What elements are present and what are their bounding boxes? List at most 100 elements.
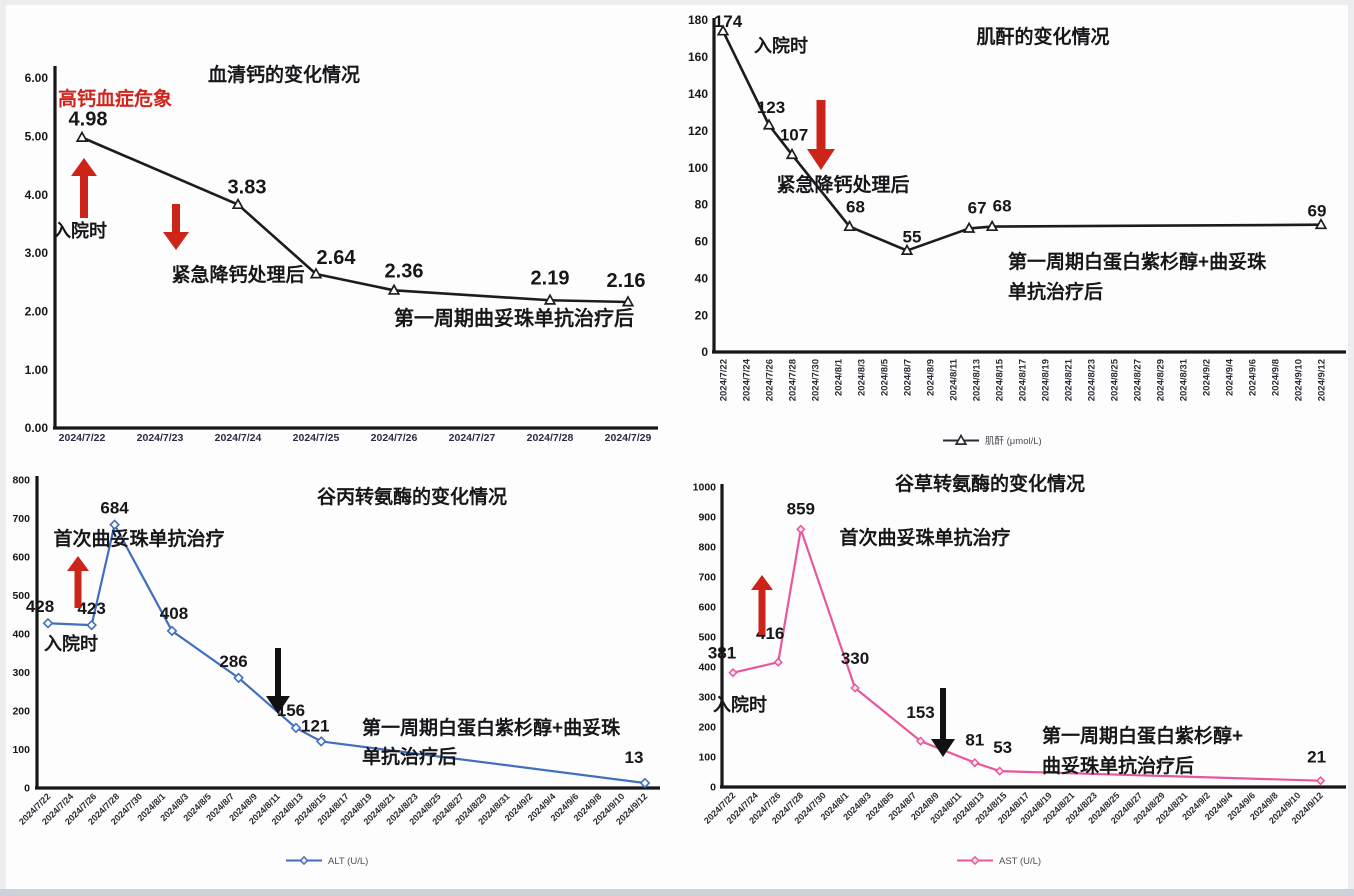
up-arrow-head-icon [67, 556, 89, 571]
data-point-marker [728, 668, 738, 678]
legend-label: ALT (U/L) [328, 856, 368, 867]
data-point-marker [543, 293, 557, 305]
x-axis-tick-label: 2024/8/1 [834, 358, 845, 396]
y-axis-tick-label: 400 [698, 662, 716, 674]
y-axis-tick-label: 1000 [693, 482, 717, 494]
y-axis-tick-label: 4.00 [25, 188, 49, 202]
data-point-marker [796, 524, 806, 534]
data-point-marker [900, 243, 914, 256]
y-axis-tick-label: 200 [12, 706, 30, 718]
data-point-marker [86, 619, 97, 631]
annotation-text: 第一周期曲妥珠单抗治疗后 [394, 306, 634, 330]
data-point-label: 2.19 [531, 267, 570, 289]
y-axis-tick-label: 120 [688, 124, 708, 138]
creatinine-series-line [721, 29, 1323, 252]
chart-ast: 谷草转氨酶的变化情况100090080070060050040030020010… [693, 472, 1346, 867]
data-point-marker [639, 777, 651, 789]
annotation-text: 紧急降钙处理后 [776, 173, 909, 196]
data-point-label: 81 [965, 731, 984, 750]
chart-serum-calcium: 血清钙的变化情况 6.00 5.00 4.00 3.00 2.00 1.00 0.00 2024… [25, 63, 658, 444]
up-arrow-head-icon [751, 575, 773, 590]
annotation-text: 高钙血症危象 [58, 87, 172, 110]
y-axis-tick-label: 600 [698, 602, 716, 614]
y-axis-tick-label: 60 [695, 235, 709, 249]
x-axis-tick-label: 2024/8/7 [903, 359, 914, 396]
y-axis-tick-label: 600 [12, 552, 30, 564]
y-axis-tick-label: 400 [12, 629, 30, 641]
serum-calcium-series-line [80, 136, 630, 304]
creatinine-y-labels: 180 160 140 120 100 80 60 40 20 0 [688, 13, 708, 359]
data-point-marker [109, 519, 120, 530]
y-axis-tick-label: 180 [688, 13, 708, 27]
up-arrow-head-icon [71, 158, 97, 176]
alt-title: 谷丙转氨酶的变化情况 [317, 485, 507, 508]
annotation-text: 第一周期白蛋白紫杉醇+曲妥珠 [1008, 250, 1267, 273]
x-axis-tick-label: 2024/7/29 [605, 432, 652, 444]
y-axis-tick-label: 20 [695, 308, 709, 322]
chart-creatinine: 肌酐的变化情况 180 160 140 120 100 80 60 40 20 0 2024/7/22… [688, 12, 1346, 447]
annotation-text: 入院时 [53, 220, 107, 241]
y-axis-tick-label: 0 [24, 783, 30, 795]
y-axis-tick-label: 1.00 [25, 363, 49, 377]
legend-label: AST (U/L) [999, 856, 1041, 867]
serum-calcium-points: 4.98 3.83 2.64 2.36 2.19 2.16 [69, 109, 645, 307]
data-point-marker [716, 24, 730, 36]
data-point-label: 68 [846, 198, 865, 217]
data-point-label: 330 [841, 649, 869, 668]
x-axis-tick-label: 2024/8/9 [926, 359, 937, 396]
x-axis-tick-label: 2024/8/21 [1064, 358, 1075, 401]
y-axis-tick-label: 140 [688, 87, 708, 101]
alt-legend: ALT (U/L) [286, 855, 368, 867]
data-point-label: 684 [100, 499, 129, 518]
y-axis-tick-label: 700 [12, 513, 30, 525]
data-point-marker [166, 625, 178, 637]
x-axis-tick-label: 2024/9/6 [1248, 359, 1259, 396]
data-point-marker [231, 197, 245, 210]
data-point-marker [387, 283, 401, 295]
data-point-label: 174 [714, 12, 743, 31]
data-point-label: 123 [757, 98, 785, 117]
x-axis-tick-label: 2024/8/27 [1133, 359, 1144, 401]
y-axis-tick-label: 100 [698, 752, 716, 764]
annotation-text: 入院时 [754, 35, 808, 56]
data-point-label: 4.98 [69, 109, 108, 131]
y-axis-tick-label: 0 [710, 782, 716, 794]
data-point-label: 107 [780, 126, 808, 145]
y-axis-tick-label: 6.00 [25, 71, 49, 85]
y-axis-tick-label: 500 [12, 590, 30, 602]
serum-calcium-title: 血清钙的变化情况 [208, 63, 360, 86]
data-point-label: 381 [708, 644, 736, 663]
x-axis-tick-label: 2024/8/15 [995, 358, 1006, 401]
ast-title: 谷草转氨酶的变化情况 [895, 472, 1085, 495]
annotation-text: 首次曲妥珠单抗治疗 [53, 527, 224, 550]
annotation-text: 紧急降钙处理后 [171, 263, 304, 286]
x-axis-tick-label: 2024/9/2 [1202, 359, 1213, 396]
x-axis-tick-label: 2024/7/22 [719, 359, 730, 401]
creatinine-axes [712, 18, 1346, 354]
data-point-marker [785, 147, 799, 160]
annotation-text: 单抗治疗后 [362, 745, 457, 768]
annotation-text: 单抗治疗后 [1008, 280, 1103, 303]
alt-x-labels: 2024/7/222024/7/242024/7/262024/7/282024… [17, 791, 649, 826]
y-axis-tick-label: 900 [698, 512, 716, 524]
y-axis-tick-label: 200 [698, 722, 716, 734]
ast-legend: AST (U/L) [957, 855, 1041, 867]
down-arrow-head-icon [163, 232, 189, 250]
x-axis-tick-label: 2024/7/27 [449, 432, 496, 444]
data-point-marker [299, 855, 309, 866]
x-axis-tick-label: 2024/7/24 [215, 432, 262, 444]
data-point-marker [1315, 776, 1326, 786]
data-point-label: 55 [903, 228, 922, 247]
data-point-marker [762, 118, 776, 130]
x-axis-tick-label: 2024/7/30 [811, 359, 822, 401]
x-axis-tick-label: 2024/8/5 [880, 358, 891, 396]
data-point-marker [315, 736, 327, 747]
x-axis-tick-label: 2024/7/25 [293, 432, 340, 444]
data-point-label: 423 [77, 599, 105, 618]
y-axis-tick-label: 0.00 [25, 421, 49, 435]
data-point-label: 859 [787, 499, 815, 518]
